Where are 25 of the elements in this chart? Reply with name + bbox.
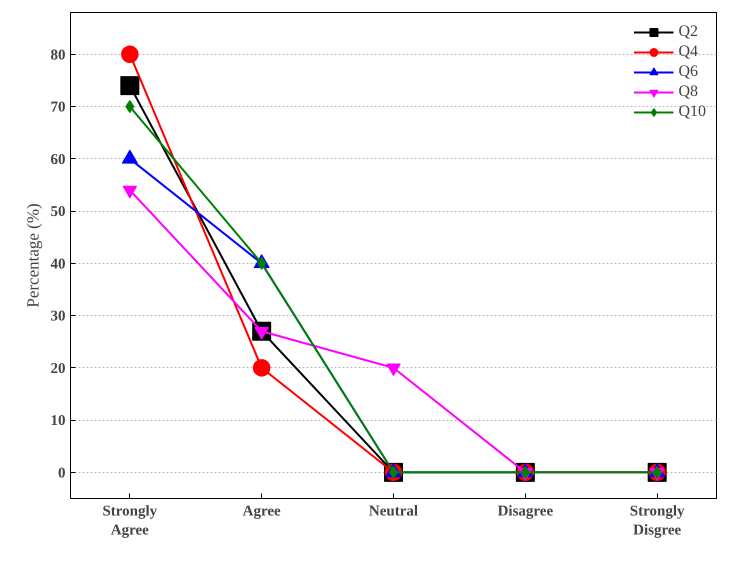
- x-tick-label: Agree: [242, 504, 282, 520]
- point: [257, 256, 266, 270]
- point: [125, 100, 134, 114]
- y-tick-label: 60: [50, 152, 66, 168]
- y-tick-label: 30: [50, 308, 66, 325]
- legend-label: Q8: [678, 83, 698, 101]
- point: [120, 76, 140, 96]
- x-tick-label: Disagree: [498, 504, 554, 520]
- y-axis-title: Percentage (%): [24, 203, 42, 308]
- legend-label: Q2: [678, 23, 698, 41]
- y-tick-label: 20: [50, 360, 66, 377]
- legend-label: Q10: [678, 103, 706, 121]
- point: [252, 359, 270, 377]
- y-tick-label: 50: [50, 204, 66, 220]
- y-tick-label: 10: [50, 413, 66, 430]
- x-tick-label: Strongly Agree: [102, 504, 158, 539]
- x-tick-label: Strongly Disgree: [630, 504, 686, 539]
- y-tick-label: 80: [50, 47, 66, 64]
- y-tick-label: 40: [50, 256, 66, 272]
- point: [121, 46, 139, 64]
- y-tick-label: 70: [50, 100, 66, 116]
- legend-label: Q6: [678, 63, 698, 81]
- x-tick-label: Neutral: [368, 504, 418, 520]
- y-tick-label: 0: [58, 465, 66, 482]
- legend-label: Q4: [678, 43, 698, 61]
